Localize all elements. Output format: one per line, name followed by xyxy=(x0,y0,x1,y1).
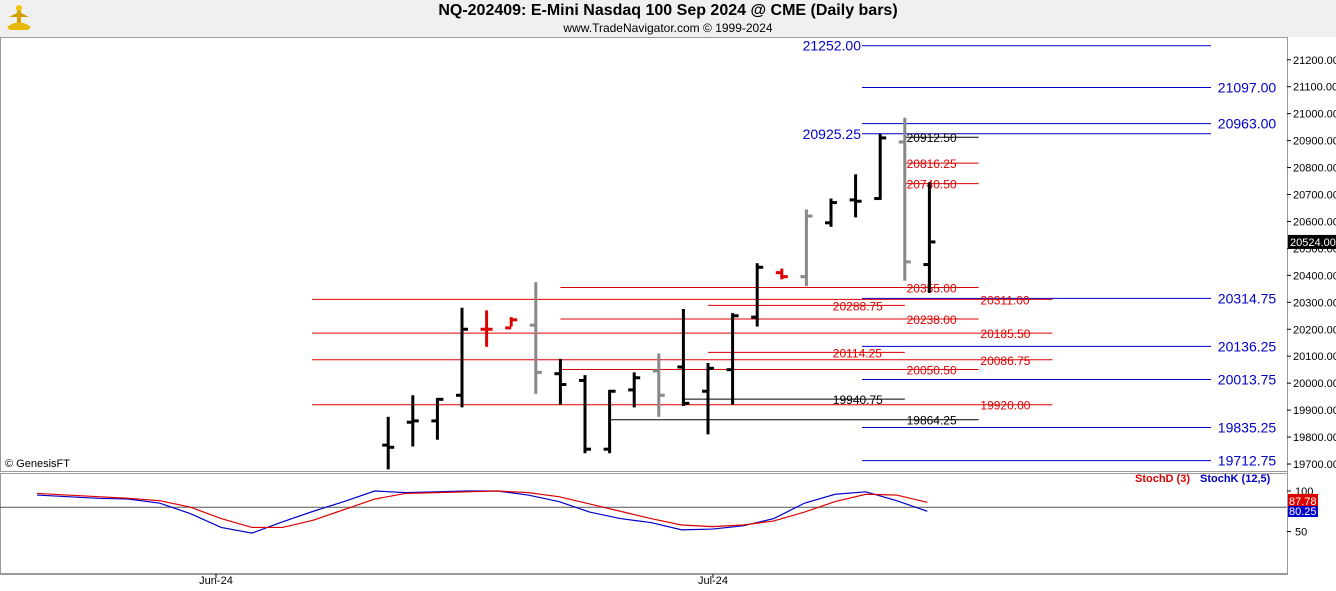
price-tick-label: 21000.00 xyxy=(1293,109,1336,121)
price-tick-label: 20400.00 xyxy=(1293,270,1336,282)
last-price-label: 20524.00 xyxy=(1290,237,1336,249)
price-tick-label: 20900.00 xyxy=(1293,136,1336,148)
level-label: 20816.25 xyxy=(907,157,957,171)
level-label: 20136.25 xyxy=(1218,338,1277,354)
level-label: 19712.75 xyxy=(1218,453,1277,469)
price-tick-label: 20100.00 xyxy=(1293,351,1336,363)
price-tick-label: 21100.00 xyxy=(1293,82,1336,94)
price-tick-label: 21200.00 xyxy=(1293,55,1336,67)
level-label: 20355.00 xyxy=(907,281,957,295)
price-tick-label: 19700.00 xyxy=(1293,459,1336,471)
trade-navigator-logo-icon xyxy=(7,5,31,30)
level-label: 19864.25 xyxy=(907,414,957,428)
level-label: 20086.75 xyxy=(980,354,1030,368)
bars-layer xyxy=(382,117,936,470)
stoch-series-line xyxy=(36,490,928,529)
level-label: 20114.25 xyxy=(833,346,882,360)
price-tick-label: 20600.00 xyxy=(1293,216,1336,228)
level-label: 21097.00 xyxy=(1218,80,1277,96)
chart-header: NQ-202409: E-Mini Nasdaq 100 Sep 2024 @ … xyxy=(0,0,1336,37)
watermark: © GenesisFT xyxy=(5,458,70,470)
level-label: 20740.50 xyxy=(907,178,957,192)
levels-layer: 21252.00 21097.00 20963.00 20925.25 20912.50… xyxy=(312,38,1276,469)
chart-subtitle: www.TradeNavigator.com © 1999-2024 xyxy=(563,21,773,35)
price-panel-frame xyxy=(0,37,1288,472)
date-axis: Jun-24 Jul-24 xyxy=(199,574,728,587)
level-label: 20013.75 xyxy=(1218,371,1277,387)
stoch-legend-entry: StochD (3) xyxy=(1135,473,1190,485)
level-label: 20314.75 xyxy=(1218,290,1277,306)
level-label: 20311.00 xyxy=(980,293,1029,307)
level-label: 20963.00 xyxy=(1218,116,1277,132)
level-label: 20925.25 xyxy=(803,126,862,142)
chart-title: NQ-202409: E-Mini Nasdaq 100 Sep 2024 @ … xyxy=(438,2,898,19)
level-label: 19940.75 xyxy=(833,393,883,407)
price-tick-label: 20700.00 xyxy=(1293,190,1336,202)
level-label: 19920.00 xyxy=(980,399,1030,413)
level-label: 20912.50 xyxy=(907,131,957,145)
price-tick-label: 20300.00 xyxy=(1293,297,1336,309)
price-axis: 21200.00 21100.00 21000.00 20900.00 20800.00… xyxy=(1287,55,1336,471)
date-tick-label: Jul-24 xyxy=(698,575,728,587)
level-label: 19835.25 xyxy=(1218,420,1277,436)
stochd-value-label: 87.78 xyxy=(1289,496,1317,508)
level-label: 21252.00 xyxy=(803,38,862,54)
stochd-value-box xyxy=(1288,493,1318,507)
price-tick-label: 19900.00 xyxy=(1293,405,1336,417)
level-label: 20050.50 xyxy=(907,364,957,378)
level-label: 20185.50 xyxy=(980,327,1030,341)
date-tick-label: Jun-24 xyxy=(199,575,233,587)
price-tick-label: 20200.00 xyxy=(1293,324,1336,336)
price-tick-label: 19800.00 xyxy=(1293,432,1336,444)
stoch-panel-frame xyxy=(0,473,1288,574)
last-price-box xyxy=(1288,234,1336,249)
stoch-series-line xyxy=(36,490,928,534)
price-tick-label: 20000.00 xyxy=(1293,378,1336,390)
stochk-value-label: 80.25 xyxy=(1289,506,1317,518)
level-label: 20238.00 xyxy=(907,313,957,327)
level-label: 20288.75 xyxy=(833,299,883,313)
stochk-value-box xyxy=(1288,505,1318,517)
stoch-tick-label: 50 xyxy=(1295,527,1307,539)
stoch-legend-entry: StochK (12,5) xyxy=(1200,473,1271,485)
price-tick-label: 20800.00 xyxy=(1293,163,1336,175)
